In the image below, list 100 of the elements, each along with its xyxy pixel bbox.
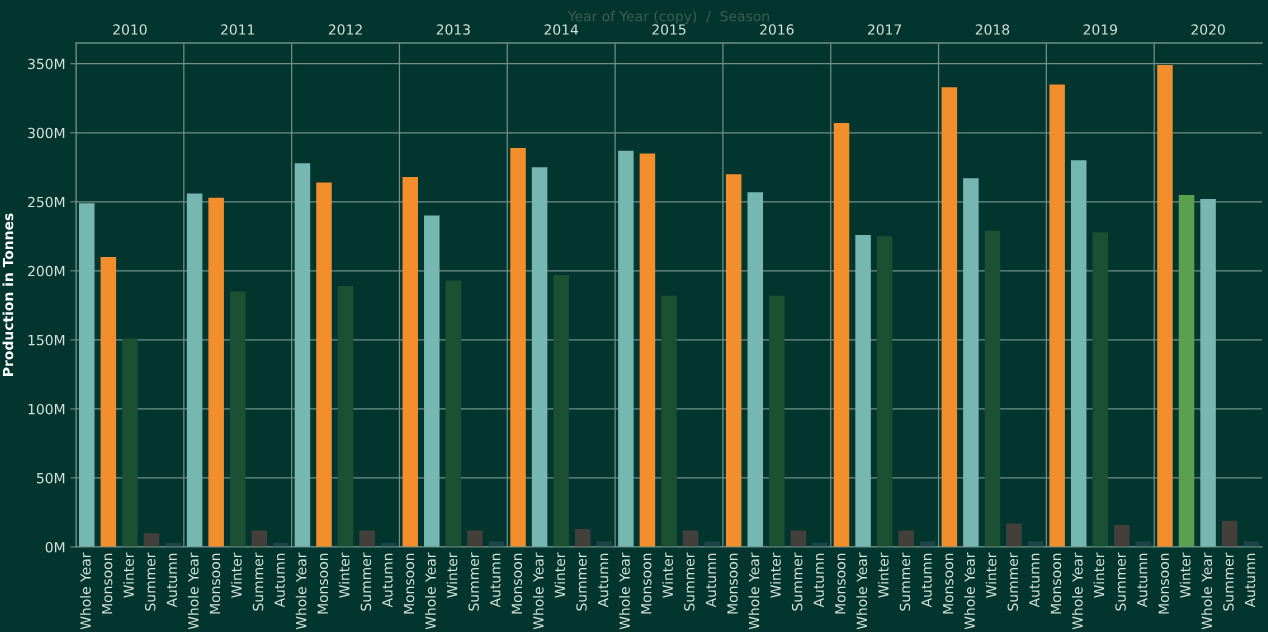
- x2-tick-label: 2020: [1191, 24, 1225, 35]
- bar: [251, 530, 268, 547]
- x-tick-label: Whole Year: [187, 552, 199, 630]
- y-tick-label: 50M: [37, 472, 65, 484]
- x-tick-label: Winter: [338, 552, 350, 598]
- bar: [639, 153, 656, 547]
- x-tick-label: Whole Year: [425, 552, 436, 630]
- x-tick-label: Autumn: [1244, 553, 1256, 608]
- x2-tick-label: 2017: [867, 24, 902, 35]
- x-tick-label: Winter: [1093, 552, 1105, 598]
- x-tick-label: Autumn: [166, 553, 178, 608]
- x-tick-label: Whole Year: [1201, 552, 1213, 630]
- x-tick-label: Monsoon: [403, 553, 415, 614]
- bar: [682, 530, 699, 547]
- x-tick-label: Summer: [468, 552, 479, 611]
- bar: [402, 176, 418, 547]
- bar: [531, 167, 548, 547]
- x-tick-label: Monsoon: [1158, 553, 1169, 614]
- x-tick-label: Monsoon: [317, 553, 329, 614]
- x-tick-label: Autumn: [490, 553, 501, 608]
- x-tick-label: Winter: [985, 552, 997, 598]
- bar: [359, 530, 375, 547]
- x-tick-label: Winter: [554, 552, 566, 598]
- x-tick-label: Whole Year: [856, 552, 868, 630]
- x-tick-label: Summer: [899, 552, 911, 611]
- bar: [833, 123, 850, 547]
- x-tick-label: Whole Year: [619, 552, 630, 630]
- x-tick-label: Summer: [252, 552, 264, 611]
- x-tick-label: Autumn: [921, 553, 932, 608]
- bar: [855, 234, 871, 547]
- x-tick-label: Autumn: [1137, 553, 1148, 608]
- x2-tick-label: 2015: [652, 24, 686, 35]
- bar: [790, 530, 807, 547]
- x-tick-label: Autumn: [598, 553, 609, 608]
- x2-tick-label: 2012: [328, 24, 362, 35]
- x-tick-label: Summer: [1115, 552, 1126, 611]
- x-tick-label: Winter: [123, 552, 134, 598]
- bar: [229, 291, 246, 547]
- bar: [661, 295, 677, 547]
- x-tick-label: Whole Year: [80, 552, 91, 630]
- x-tick-label: Monsoon: [209, 553, 221, 614]
- bar: [898, 530, 914, 547]
- bar: [1157, 65, 1173, 547]
- y-tick-label: 150M: [28, 334, 65, 346]
- x2-axis-title: Year of Year (copy) / Season: [567, 10, 769, 25]
- y-tick-label: 350M: [28, 58, 65, 70]
- x-tick-label: Whole Year: [1071, 552, 1083, 630]
- x-tick-label: Winter: [446, 552, 458, 598]
- bar: [574, 529, 591, 547]
- bar: [122, 338, 138, 547]
- bar: [445, 280, 462, 547]
- bar: [553, 274, 569, 547]
- x-tick-label: Summer: [791, 552, 803, 611]
- x-tick-label: Summer: [684, 552, 695, 611]
- y-tick-label: 250M: [28, 196, 65, 208]
- bar: [143, 533, 160, 547]
- bar: [186, 193, 203, 547]
- x-tick-label: Autumn: [813, 553, 824, 608]
- x2-tick-label: 2011: [221, 24, 255, 35]
- x-tick-label: Summer: [1007, 552, 1019, 611]
- bar: [876, 236, 893, 547]
- y-tick-label: 200M: [28, 265, 65, 277]
- bar: [747, 192, 764, 547]
- x-tick-label: Winter: [662, 552, 674, 598]
- x-tick-label: Whole Year: [532, 552, 544, 630]
- bar: [1092, 232, 1109, 547]
- x2-tick-label: 2018: [975, 24, 1010, 35]
- bar: [725, 174, 742, 547]
- bar: [424, 215, 440, 547]
- x-tick-label: Monsoon: [641, 553, 652, 614]
- bar: [1200, 199, 1216, 547]
- x2-tick-label: 2013: [436, 24, 470, 35]
- bar: [1221, 520, 1238, 547]
- x-tick-label: Monsoon: [1050, 553, 1062, 614]
- y-axis-title: Production in Tonnes: [2, 213, 14, 376]
- bar: [100, 257, 117, 547]
- x-tick-label: Monsoon: [511, 553, 523, 614]
- bar: [984, 230, 1001, 547]
- bar: [467, 530, 483, 547]
- bar: [963, 178, 979, 547]
- x-tick-label: Autumn: [274, 553, 285, 608]
- x2-tick-label: 2019: [1083, 24, 1117, 35]
- x-tick-label: Winter: [1179, 552, 1191, 598]
- bar: [920, 541, 936, 547]
- bar: [208, 197, 224, 547]
- x2-tick-label: 2010: [113, 24, 147, 35]
- x-tick-label: Winter: [770, 552, 781, 598]
- bar: [1070, 160, 1087, 547]
- x-tick-label: Summer: [1223, 552, 1234, 611]
- y-tick-label: 100M: [28, 403, 65, 415]
- bar: [1178, 194, 1195, 547]
- y-tick-label: 0M: [45, 541, 65, 553]
- x-tick-label: Winter: [231, 552, 242, 598]
- bar: [294, 163, 311, 547]
- bar: [618, 150, 634, 547]
- x-tick-label: Monsoon: [835, 553, 846, 614]
- x-tick-label: Winter: [877, 552, 889, 598]
- x-tick-label: Autumn: [705, 553, 717, 608]
- x-tick-label: Summer: [360, 552, 372, 611]
- x-tick-label: Monsoon: [727, 553, 738, 614]
